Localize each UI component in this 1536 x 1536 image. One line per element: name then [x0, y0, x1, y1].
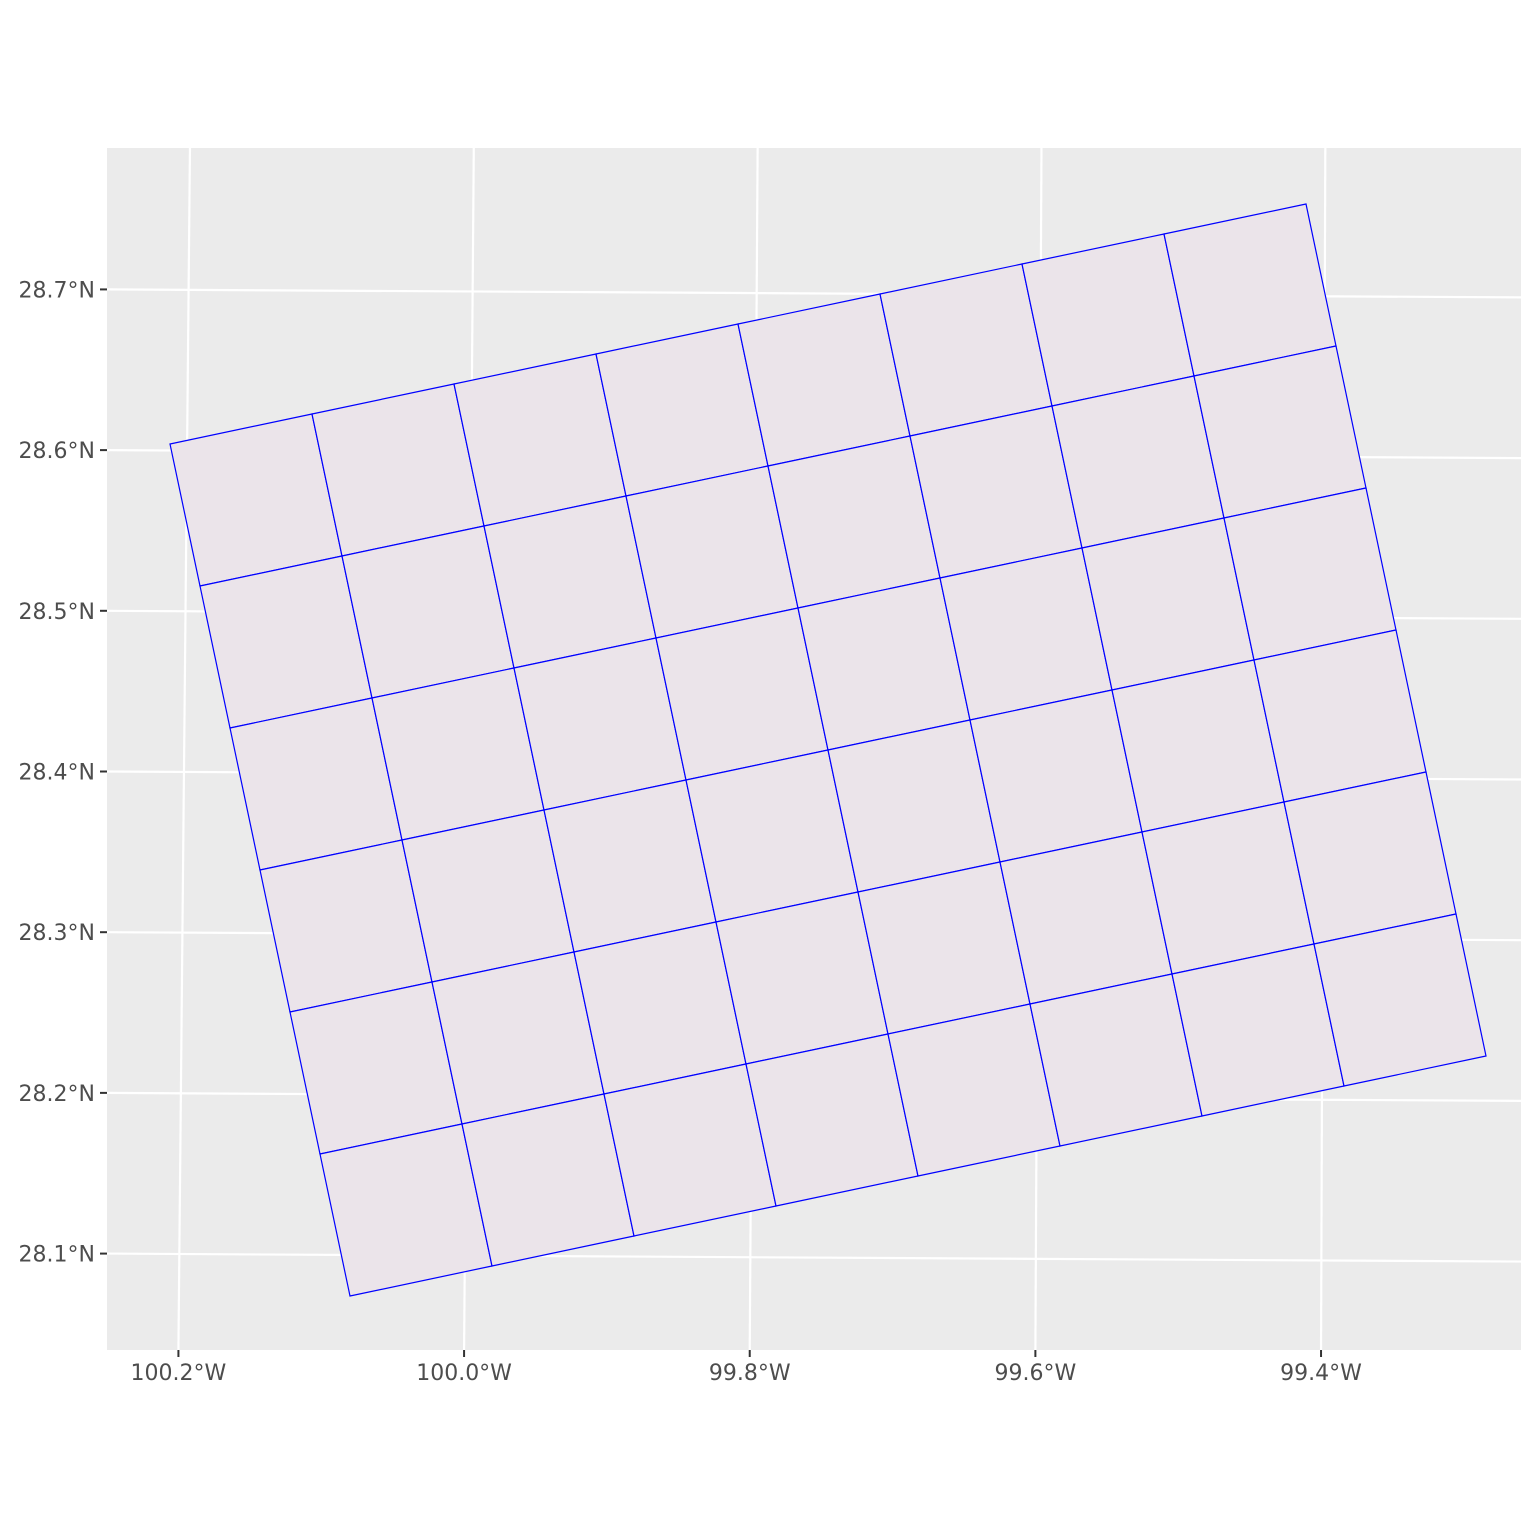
- grid-cell: [1163, 203, 1337, 377]
- grid-cell: [199, 555, 373, 729]
- x-tick-label: 100.2°W: [131, 1361, 227, 1386]
- grid-cell: [879, 263, 1053, 437]
- grid-cell: [311, 383, 485, 557]
- grid-cell: [431, 951, 605, 1125]
- grid-cell: [1021, 233, 1195, 407]
- grid-cell: [745, 1033, 919, 1207]
- grid-cell: [453, 353, 627, 527]
- grid-cell: [1171, 943, 1345, 1117]
- grid-cell: [513, 637, 687, 811]
- grid-cell: [857, 861, 1031, 1035]
- grid-cell: [969, 689, 1143, 863]
- grid-cell: [939, 547, 1113, 721]
- grid-cell: [1051, 375, 1225, 549]
- grid-cell: [259, 839, 433, 1013]
- grid-cell: [1081, 517, 1255, 691]
- grid-cell: [1029, 973, 1203, 1147]
- grid-cell: [1141, 801, 1315, 975]
- x-tick-label: 99.8°W: [709, 1361, 791, 1386]
- grid-cell: [909, 405, 1083, 579]
- grid-cell: [461, 1093, 635, 1267]
- grid-cell: [401, 809, 575, 983]
- grid-cell: [169, 413, 343, 587]
- grid-cell: [767, 435, 941, 609]
- grid-cell: [1223, 487, 1397, 661]
- grid-cell: [737, 293, 911, 467]
- grid-cell: [1193, 345, 1367, 519]
- x-tick-label: 99.4°W: [1280, 1361, 1362, 1386]
- axes: 100.2°W 100.0°W 99.8°W 99.6°W 99.4°W 28.1°N 28…: [19, 278, 1363, 1386]
- y-tick-label: 28.3°N: [19, 921, 95, 946]
- grid-cell: [371, 667, 545, 841]
- y-tick-label: 28.6°N: [19, 439, 95, 464]
- grid-cell: [655, 607, 829, 781]
- grid-cell: [603, 1063, 777, 1237]
- x-tick-label: 100.0°W: [416, 1361, 512, 1386]
- grid-cell: [341, 525, 515, 699]
- grid-cell: [483, 495, 657, 669]
- y-tick-label: 28.5°N: [19, 600, 95, 625]
- grid-line: [177, 147, 192, 1351]
- y-tick-label: 28.7°N: [19, 278, 95, 303]
- grid-cell: [685, 749, 859, 923]
- grid-cell: [715, 891, 889, 1065]
- grid-cell: [543, 779, 717, 953]
- grid-cell: [887, 1003, 1061, 1177]
- grid-cell: [595, 323, 769, 497]
- grid-cell: [827, 719, 1001, 893]
- grid-cell: [1253, 629, 1427, 803]
- grid-cell: [319, 1123, 493, 1297]
- grid-cell: [1283, 771, 1457, 945]
- grid-cell: [625, 465, 799, 639]
- y-tick-label: 28.1°N: [19, 1243, 95, 1268]
- x-tick-label: 99.6°W: [995, 1361, 1077, 1386]
- grid-cell: [1313, 913, 1487, 1087]
- grid-cell: [797, 577, 971, 751]
- grid-cell: [999, 831, 1173, 1005]
- grid-cell: [573, 921, 747, 1095]
- grid-cell: [1111, 659, 1285, 833]
- y-tick-label: 28.2°N: [19, 1082, 95, 1107]
- y-tick-label: 28.4°N: [19, 760, 95, 785]
- grid-cell: [229, 697, 403, 871]
- cell-grid: [169, 203, 1487, 1297]
- grid-cell: [289, 981, 463, 1155]
